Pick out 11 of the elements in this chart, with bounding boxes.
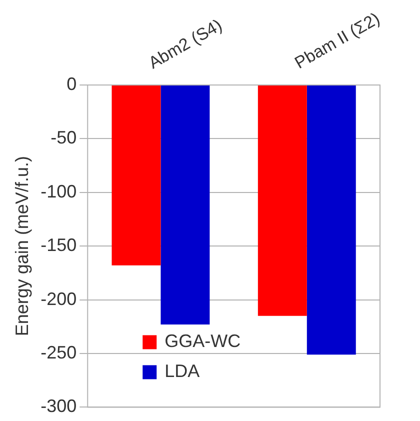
y-tick-label: -200 [40, 288, 77, 309]
y-tick-label: -50 [50, 128, 77, 148]
legend-label: GGA-WC [164, 331, 241, 352]
y-tick-label: -150 [40, 235, 77, 256]
y-tick-label: -100 [40, 181, 77, 202]
x-tick-label: Pbam II (Σ2) [292, 8, 383, 73]
legend-label: LDA [164, 361, 200, 382]
y-tick-label: -300 [40, 396, 77, 416]
y-axis-title: Energy gain (meV/f.u.) [12, 156, 32, 336]
y-tick-label: 0 [66, 74, 77, 94]
y-tick-label: -250 [40, 342, 77, 362]
